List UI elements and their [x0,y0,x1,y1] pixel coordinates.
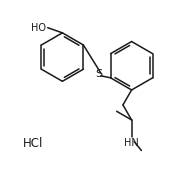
Text: HCl: HCl [23,137,43,150]
Text: HN: HN [124,138,139,148]
Text: HO: HO [31,23,46,33]
Text: S: S [95,69,102,79]
